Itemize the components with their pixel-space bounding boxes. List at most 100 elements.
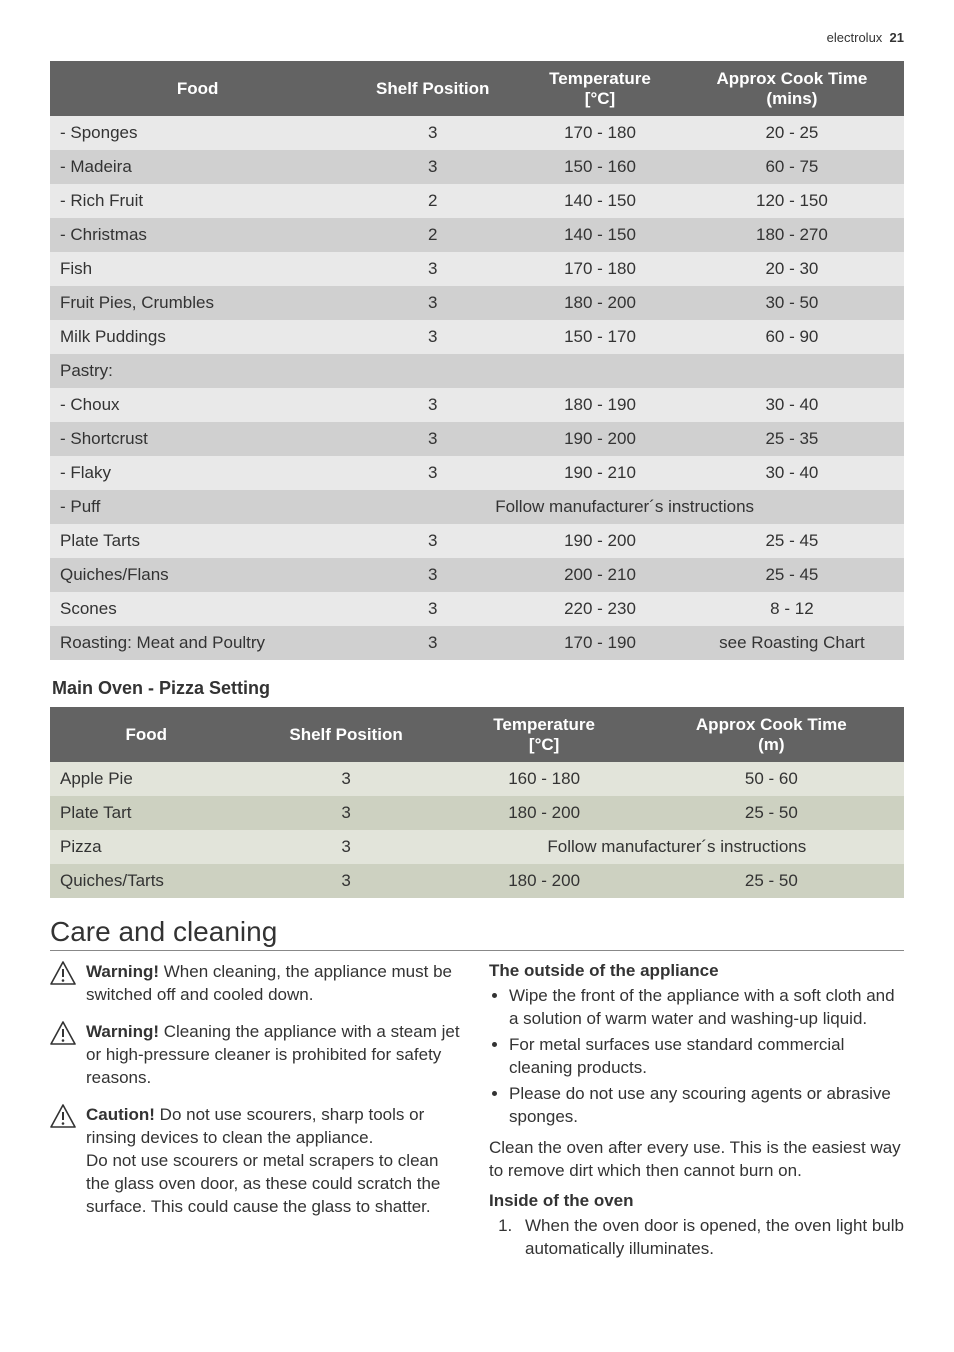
warnings-column: Warning! When cleaning, the appliance mu… xyxy=(50,961,465,1263)
table-cell: 3 xyxy=(345,252,520,286)
table-row: - Choux3180 - 19030 - 40 xyxy=(50,388,904,422)
list-item: When the oven door is opened, the oven l… xyxy=(517,1215,904,1261)
table-cell: 3 xyxy=(243,762,450,796)
table-row: Roasting: Meat and Poultry3170 - 190see … xyxy=(50,626,904,660)
table-row: - Shortcrust3190 - 20025 - 35 xyxy=(50,422,904,456)
brand-label: electrolux xyxy=(827,30,883,45)
table-cell: - Sponges xyxy=(50,116,345,150)
table-cell: 150 - 170 xyxy=(520,320,680,354)
clean-after-use-text: Clean the oven after every use. This is … xyxy=(489,1137,904,1183)
table-cell: - Christmas xyxy=(50,218,345,252)
table-cell: Quiches/Flans xyxy=(50,558,345,592)
table-row: - PuffFollow manufacturer´s instructions xyxy=(50,490,904,524)
table-row: - Sponges3170 - 18020 - 25 xyxy=(50,116,904,150)
table-cell: 2 xyxy=(345,218,520,252)
table-cell: 8 - 12 xyxy=(680,592,904,626)
table-cell xyxy=(680,354,904,388)
table-cell: 140 - 150 xyxy=(520,218,680,252)
list-item: Wipe the front of the appliance with a s… xyxy=(509,985,904,1031)
table-cell: 2 xyxy=(345,184,520,218)
column-header: Temperature[°C] xyxy=(450,707,639,762)
table-cell: Pastry: xyxy=(50,354,345,388)
table-cell: 20 - 30 xyxy=(680,252,904,286)
table-cell: Milk Puddings xyxy=(50,320,345,354)
table-cell: 3 xyxy=(345,592,520,626)
table-cell: - Madeira xyxy=(50,150,345,184)
warning-block: Warning! When cleaning, the appliance mu… xyxy=(50,961,465,1007)
table-cell: 140 - 150 xyxy=(520,184,680,218)
warning-text: Warning! When cleaning, the appliance mu… xyxy=(86,961,465,1007)
table-cell: 60 - 90 xyxy=(680,320,904,354)
table-cell: 180 - 190 xyxy=(520,388,680,422)
column-header: Food xyxy=(50,61,345,116)
table-cell: 25 - 50 xyxy=(639,864,904,898)
table-cell: Scones xyxy=(50,592,345,626)
table-cell: 3 xyxy=(345,116,520,150)
inside-heading: Inside of the oven xyxy=(489,1191,904,1211)
table-cell: - Flaky xyxy=(50,456,345,490)
table-row: Plate Tarts3190 - 20025 - 45 xyxy=(50,524,904,558)
table-row: Pastry: xyxy=(50,354,904,388)
outside-heading: The outside of the appliance xyxy=(489,961,904,981)
table-cell: 180 - 200 xyxy=(450,796,639,830)
table-cell: 160 - 180 xyxy=(450,762,639,796)
table-cell: 3 xyxy=(345,388,520,422)
table-cell: 60 - 75 xyxy=(680,150,904,184)
list-item: For metal surfaces use standard commerci… xyxy=(509,1034,904,1080)
warning-block: Caution! Do not use scourers, sharp tool… xyxy=(50,1104,465,1219)
table-cell: 180 - 200 xyxy=(450,864,639,898)
table-cell: 170 - 180 xyxy=(520,252,680,286)
table-cell: 190 - 200 xyxy=(520,524,680,558)
outside-bullets: Wipe the front of the appliance with a s… xyxy=(489,985,904,1129)
table-row: - Rich Fruit2140 - 150120 - 150 xyxy=(50,184,904,218)
table-cell: - Choux xyxy=(50,388,345,422)
table-row: Plate Tart3180 - 20025 - 50 xyxy=(50,796,904,830)
table-cell: Roasting: Meat and Poultry xyxy=(50,626,345,660)
table-cell: 3 xyxy=(243,796,450,830)
page-number: 21 xyxy=(890,30,904,45)
table-row: - Christmas2140 - 150180 - 270 xyxy=(50,218,904,252)
care-cleaning-heading: Care and cleaning xyxy=(50,916,904,951)
table-cell: 3 xyxy=(345,320,520,354)
table-cell: 30 - 40 xyxy=(680,456,904,490)
table-cell: 25 - 35 xyxy=(680,422,904,456)
table-cell: 3 xyxy=(345,456,520,490)
table-cell: 170 - 190 xyxy=(520,626,680,660)
table-cell: Quiches/Tarts xyxy=(50,864,243,898)
warning-text: Caution! Do not use scourers, sharp tool… xyxy=(86,1104,465,1219)
warning-icon xyxy=(50,961,76,990)
table-row: Pizza3Follow manufacturer´s instructions xyxy=(50,830,904,864)
table-cell: - Shortcrust xyxy=(50,422,345,456)
table-cell: 3 xyxy=(345,558,520,592)
column-header: Approx Cook Time(m) xyxy=(639,707,904,762)
table-cell: 25 - 45 xyxy=(680,524,904,558)
list-item: Please do not use any scouring agents or… xyxy=(509,1083,904,1129)
table-cell: Pizza xyxy=(50,830,243,864)
table-row: - Flaky3190 - 21030 - 40 xyxy=(50,456,904,490)
warning-icon xyxy=(50,1021,76,1050)
table-cell xyxy=(345,354,520,388)
content-columns: Warning! When cleaning, the appliance mu… xyxy=(50,961,904,1263)
table-cell: 190 - 210 xyxy=(520,456,680,490)
pizza-setting-table: FoodShelf PositionTemperature[°C]Approx … xyxy=(50,707,904,898)
table-cell: see Roasting Chart xyxy=(680,626,904,660)
table-cell: 3 xyxy=(345,286,520,320)
page-header: electrolux 21 xyxy=(50,30,904,45)
column-header: Temperature[°C] xyxy=(520,61,680,116)
table-cell: 3 xyxy=(345,150,520,184)
table-cell: 200 - 210 xyxy=(520,558,680,592)
table-row: Apple Pie3160 - 18050 - 60 xyxy=(50,762,904,796)
warning-icon xyxy=(50,1104,76,1133)
table-row: Scones3220 - 2308 - 12 xyxy=(50,592,904,626)
table-cell: 180 - 270 xyxy=(680,218,904,252)
table-cell: 3 xyxy=(243,830,450,864)
instructions-column: The outside of the appliance Wipe the fr… xyxy=(489,961,904,1263)
warning-text: Warning! Cleaning the appliance with a s… xyxy=(86,1021,465,1090)
table-cell: 3 xyxy=(345,626,520,660)
column-header: Food xyxy=(50,707,243,762)
table-cell: 3 xyxy=(345,422,520,456)
table-cell xyxy=(520,354,680,388)
inside-steps: When the oven door is opened, the oven l… xyxy=(489,1215,904,1261)
table-cell: - Puff xyxy=(50,490,345,524)
table-row: Quiches/Tarts3180 - 20025 - 50 xyxy=(50,864,904,898)
